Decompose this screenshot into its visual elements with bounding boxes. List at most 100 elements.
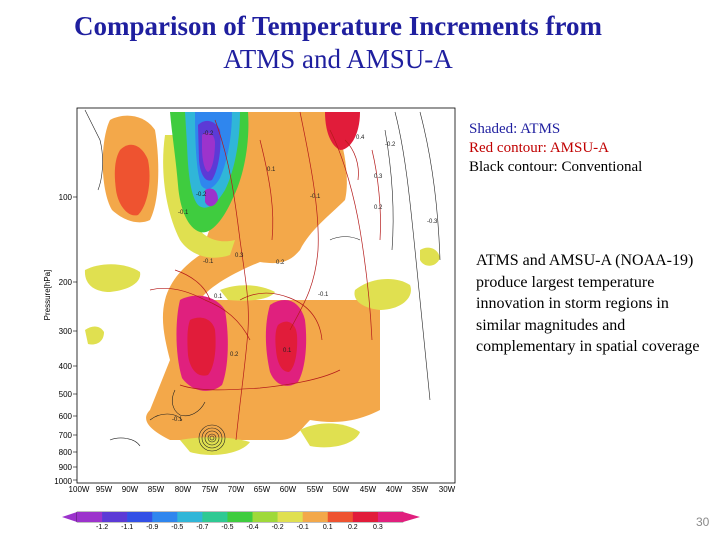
contour-label: -0.2	[196, 192, 207, 198]
legend-shaded: Shaded: ATMS	[469, 121, 561, 137]
x-tick-label: 95W	[96, 485, 113, 494]
colorbar-cell	[377, 512, 404, 522]
contour-label: 0.4	[356, 135, 365, 141]
contour-label: -0.2	[385, 142, 396, 148]
red-core-top-right	[325, 112, 360, 150]
y-tick-label: 600	[59, 412, 73, 421]
colorbar-label: -0.7	[196, 524, 208, 531]
shaded-field: -0.2 -0.2 -0.1 0.3 -0.1 0.2 0.1 0.2 0.1 …	[84, 109, 441, 455]
y-axis-label: Pressure[hPa]	[43, 270, 52, 321]
y-tick-label: 1000	[54, 477, 72, 486]
x-tick-label: 65W	[254, 485, 271, 494]
x-tick-label: 55W	[307, 485, 324, 494]
colorbar-cell	[302, 512, 329, 522]
colorbar-label: 0.2	[348, 524, 358, 531]
yellow-patch-mid	[220, 285, 275, 301]
legend-black-contour: Black contour: Conventional	[469, 159, 643, 175]
colorbar-cell	[77, 512, 103, 522]
yellow-patch-bottom-left	[180, 437, 250, 455]
contour-label: 0.3	[235, 253, 244, 259]
y-tick-label: 400	[59, 362, 73, 371]
colorbar-cell	[202, 512, 228, 522]
x-tick-label: 90W	[122, 485, 139, 494]
colorbar-right-arrow	[403, 512, 420, 522]
colorbar-label: -1.1	[121, 524, 133, 531]
y-tick-label: 300	[59, 327, 73, 336]
colorbar: -1.2 -1.1 -0.9 -0.5 -0.7 -0.5 -0.4 -0.2 -0.1 0.1 0…	[62, 511, 420, 531]
contour-label: -0.1	[310, 194, 321, 200]
colorbar-label: -0.1	[297, 524, 309, 531]
colorbar-cell	[177, 512, 203, 522]
colorbar-label: -0.4	[247, 524, 259, 531]
colorbar-label: 0.1	[323, 524, 333, 531]
colorbar-label: -1.2	[96, 524, 108, 531]
colorbar-label: -0.5	[171, 524, 183, 531]
y-tick-label: 100	[59, 193, 73, 202]
x-tick-label: 60W	[280, 485, 297, 494]
contour-label: -0.3	[427, 219, 438, 225]
contour-label: 0.3	[374, 174, 383, 180]
y-tick-label: 800	[59, 448, 73, 457]
y-tick-label: 700	[59, 431, 73, 440]
plot-frame	[76, 107, 456, 484]
x-tick-label: 70W	[228, 485, 245, 494]
yellow-patch-far-right	[420, 247, 440, 266]
colorbar-cell	[277, 512, 303, 522]
contour-label: 0.2	[230, 352, 239, 358]
contour-label: -0.2	[203, 131, 214, 137]
x-tick-label: 75W	[202, 485, 219, 494]
red-core-upper-left	[114, 144, 150, 216]
legend-red-contour: Red contour: AMSU-A	[469, 140, 609, 156]
contour-label: -0.1	[172, 417, 183, 423]
purple-small-core	[205, 188, 218, 207]
description-text: ATMS and AMSU-A (NOAA-19) produce larges…	[476, 252, 700, 355]
contour-label: -0.1	[203, 259, 214, 265]
yellow-patch-left	[84, 264, 141, 292]
colorbar-cell	[252, 512, 278, 522]
slide-title-line1: Comparison of Temperature Increments fro…	[74, 11, 602, 41]
contour-label: 0.1	[283, 348, 292, 354]
colorbar-cell	[227, 512, 253, 522]
x-tick-label: 85W	[148, 485, 165, 494]
x-tick-label: 45W	[360, 485, 377, 494]
y-tick-label: 500	[59, 390, 73, 399]
page-number: 30	[696, 515, 710, 529]
cross-section-plot: -0.2 -0.2 -0.1 0.3 -0.1 0.2 0.1 0.2 0.1 …	[43, 107, 456, 531]
red-core-inner-right	[275, 321, 298, 372]
colorbar-left-arrow	[62, 512, 77, 522]
colorbar-label: -0.5	[221, 524, 233, 531]
colorbar-label: 0.3	[373, 524, 383, 531]
colorbar-cell	[152, 512, 178, 522]
yellow-patch-bottom	[300, 423, 360, 448]
colorbar-label: -0.9	[146, 524, 158, 531]
colorbar-cell	[127, 512, 153, 522]
y-axis: 100 200 300 400 500 600 700 800 900 1000	[54, 193, 77, 486]
purple-core	[202, 132, 215, 172]
x-tick-label: 80W	[175, 485, 192, 494]
contour-label: 0.2	[374, 205, 383, 211]
x-tick-label: 30W	[439, 485, 456, 494]
black-contours	[84, 109, 441, 452]
contour-label: -0.1	[178, 210, 189, 216]
x-tick-label: 40W	[386, 485, 403, 494]
red-core-inner-left	[187, 317, 216, 376]
x-tick-label: 50W	[333, 485, 350, 494]
x-tick-label: 35W	[412, 485, 429, 494]
yellow-patch-far-left	[85, 326, 104, 345]
contour-label: 0.1	[267, 167, 276, 173]
red-contours	[149, 111, 381, 441]
colorbar-label: -0.2	[272, 524, 284, 531]
colorbar-cell	[352, 512, 379, 522]
y-tick-label: 900	[59, 463, 73, 472]
y-tick-label: 200	[59, 278, 73, 287]
colorbar-cell	[102, 512, 128, 522]
slide-title-line2: ATMS and AMSU-A	[223, 44, 453, 74]
yellow-patch-right	[354, 278, 411, 310]
contour-label: -0.1	[318, 292, 329, 298]
x-tick-label: 100W	[69, 485, 90, 494]
contour-labels: -0.2 -0.2 -0.1 0.3 -0.1 0.2 0.1 0.2 0.1 …	[172, 131, 438, 423]
colorbar-cell	[327, 512, 354, 522]
x-axis: 100W 95W 90W 85W 80W 75W 70W 65W 60W 55W…	[69, 485, 456, 494]
contour-label: 0.1	[214, 294, 223, 300]
contour-label: 0.2	[276, 260, 285, 266]
